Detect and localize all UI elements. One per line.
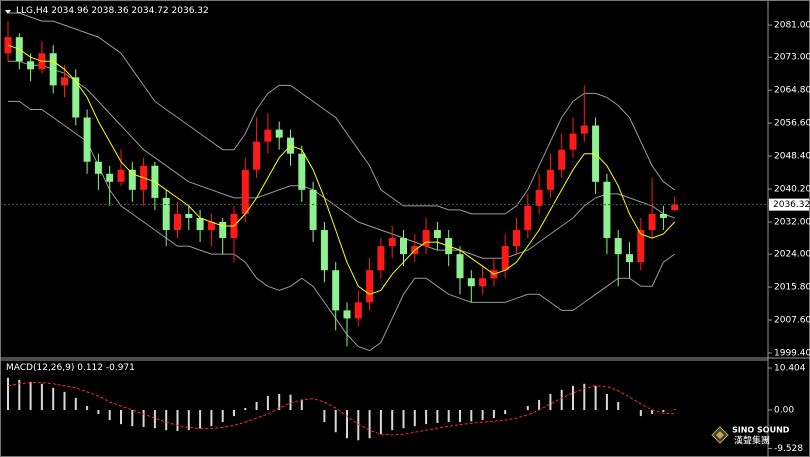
high-price: 2038.36 — [91, 6, 129, 16]
macd-value: 0.112 — [77, 363, 103, 373]
candle-body — [580, 125, 588, 134]
candle-body — [433, 230, 441, 239]
candle-body — [219, 221, 227, 239]
candle-body — [264, 129, 272, 142]
close-price: 2036.32 — [171, 6, 209, 16]
candle-body — [513, 230, 520, 247]
logo-subtitle: 漢聲集團 — [734, 435, 770, 447]
open-price: 2034.96 — [51, 6, 89, 16]
y-tick-label: 2007.60 — [774, 316, 810, 326]
symbol-header: LLG,H4 2034.96 2038.36 2034.72 2036.32 — [16, 6, 209, 16]
candle-body — [332, 270, 340, 311]
bollinger-upper — [8, 12, 675, 215]
candle-body — [366, 270, 374, 303]
candle-body — [298, 153, 306, 190]
macd-title: MACD(12,26,9) — [6, 363, 75, 373]
candle-body — [659, 213, 667, 218]
candle-body — [4, 37, 12, 54]
candle-body — [61, 77, 68, 86]
y-tick-label: 10.404 — [774, 364, 806, 374]
candle-body — [117, 169, 125, 182]
candle-body — [377, 246, 385, 271]
candle-body — [671, 204, 679, 211]
candle-body — [174, 213, 181, 231]
candle-body — [343, 310, 351, 319]
candle-body — [275, 129, 283, 138]
y-tick-label: 0.00 — [774, 406, 794, 416]
candle-body — [253, 141, 261, 170]
moving-average — [7, 44, 676, 295]
macd-header: MACD(12,26,9) 0.112 -0.971 — [6, 363, 135, 373]
low-price: 2034.72 — [131, 6, 169, 16]
y-tick-label: 2040.20 — [774, 185, 810, 195]
candle-body — [456, 254, 464, 279]
y-tick-label: 2032.00 — [774, 217, 810, 227]
bollinger-middle — [8, 60, 675, 259]
candle-body — [185, 213, 193, 218]
y-tick-label: 2064.80 — [774, 86, 810, 96]
candle-body — [241, 169, 249, 214]
signal-value: -0.971 — [105, 363, 135, 373]
y-tick-label: 1999.40 — [774, 348, 810, 358]
candle-body — [422, 230, 430, 247]
candle-body — [400, 238, 407, 255]
candle-body — [546, 169, 554, 190]
logo: SINO SOUND 漢聲集團 — [711, 426, 790, 447]
candle-body — [501, 246, 509, 271]
candle-body — [479, 278, 487, 287]
candle-body — [27, 61, 35, 70]
symbol: LLG,H4 — [16, 6, 49, 16]
candle-body — [207, 221, 215, 231]
candle-body — [535, 189, 543, 206]
y-tick-label: 2056.60 — [774, 119, 810, 129]
candle-body — [637, 230, 645, 263]
candle-body — [614, 238, 622, 255]
candle-body — [388, 238, 396, 247]
candle-body — [354, 302, 362, 319]
y-tick-label: 2081.00 — [774, 21, 810, 31]
y-tick-label: 2073.00 — [774, 53, 810, 63]
y-tick-label: 2015.80 — [774, 283, 810, 293]
candle-body — [524, 205, 532, 231]
candle-body — [626, 254, 633, 263]
candle-body — [72, 77, 80, 118]
candle-body — [196, 217, 204, 231]
candle-body — [558, 149, 566, 170]
candle-body — [128, 169, 136, 190]
menu-arrow[interactable] — [5, 10, 11, 14]
y-tick-label: -9.528 — [774, 444, 803, 454]
candle-body — [83, 117, 91, 162]
current-price-box — [769, 198, 809, 211]
candle-body — [648, 213, 656, 231]
candle-body — [94, 161, 102, 174]
candle-body — [569, 133, 577, 150]
y-tick-label: 2048.40 — [774, 152, 810, 162]
candle-body — [467, 278, 475, 287]
current-price-label: 2036.32 — [773, 200, 810, 210]
candle-body — [603, 181, 611, 239]
signal-line — [7, 382, 675, 436]
candle-body — [106, 173, 114, 182]
bollinger-lower — [8, 100, 675, 352]
candle-body — [309, 189, 317, 231]
logo-name: SINO SOUND — [732, 426, 790, 435]
candle-body — [320, 230, 328, 271]
candle-body — [162, 197, 170, 231]
candle-body — [49, 53, 57, 86]
y-tick-label: 2024.00 — [774, 250, 810, 260]
